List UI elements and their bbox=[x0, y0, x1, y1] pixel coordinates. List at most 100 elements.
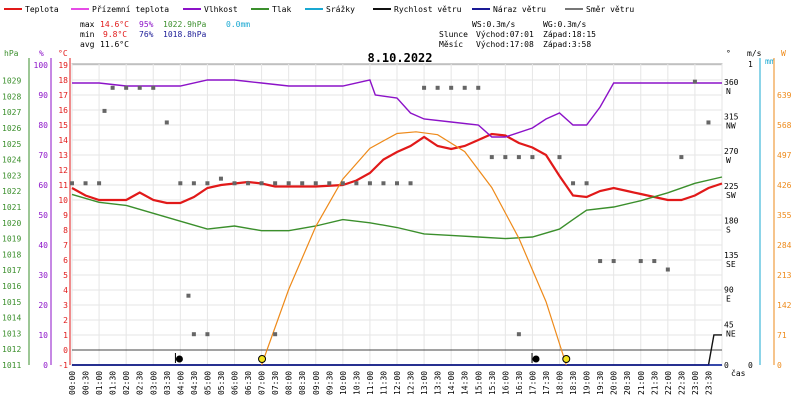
moon-rise: Východ:17:08 bbox=[476, 40, 534, 49]
wind-direction-point bbox=[679, 155, 684, 160]
sun-marker-icon bbox=[562, 355, 571, 363]
wind-direction-point bbox=[205, 332, 210, 337]
hpa-tick-label: 1027 bbox=[2, 108, 21, 117]
stat-min-humidity: 76% bbox=[139, 30, 154, 39]
legend-label: Směr větru bbox=[586, 5, 634, 14]
marks bbox=[70, 79, 723, 366]
time-tick-label: 22:00 bbox=[664, 371, 673, 395]
c-tick-label: 17 bbox=[58, 91, 68, 100]
wind-direction-point bbox=[503, 155, 508, 160]
dir-tick-degree: 135 bbox=[724, 251, 739, 260]
time-tick-label: 02:00 bbox=[122, 371, 131, 395]
wind-direction-point bbox=[83, 181, 88, 186]
time-tick-label: 20:30 bbox=[623, 371, 632, 395]
c-tick-label: 9 bbox=[63, 211, 68, 220]
wind-direction-point bbox=[151, 85, 156, 90]
stat-max-rain: 0.0mm bbox=[226, 20, 250, 29]
wind-direction-point bbox=[422, 85, 427, 90]
c-tick-label: 6 bbox=[63, 256, 68, 265]
legend-label: Tlak bbox=[272, 5, 291, 14]
legend: Teplota Přízemní teplota Vlhkost Tlak Sr… bbox=[4, 5, 634, 14]
dir-tick-degree: 90 bbox=[724, 286, 734, 295]
c-tick-label: 8 bbox=[63, 226, 68, 235]
wind-direction-point bbox=[571, 181, 576, 186]
hpa-tick-label: 1019 bbox=[2, 235, 21, 244]
wind-direction-point bbox=[102, 108, 107, 113]
dir-tick-degree: 315 bbox=[724, 112, 739, 121]
c-tick-label: 0 bbox=[63, 346, 68, 355]
wind-direction-point bbox=[611, 259, 616, 264]
c-tick-label: 1 bbox=[63, 331, 68, 340]
c-tick-label: 11 bbox=[58, 181, 68, 190]
dir-tick-degree: 45 bbox=[724, 320, 734, 329]
w-tick-label: 0 bbox=[777, 361, 782, 370]
dir-tick-compass: W bbox=[726, 156, 731, 165]
wind-direction-point bbox=[354, 181, 359, 186]
time-tick-label: 05:00 bbox=[203, 371, 212, 395]
time-tick-label: 12:00 bbox=[393, 371, 402, 395]
wind-direction-point bbox=[652, 259, 657, 264]
wind-direction-point bbox=[435, 85, 440, 90]
sun-marker-icon bbox=[258, 355, 267, 363]
pct-tick-label: 50 bbox=[38, 211, 48, 220]
moon-marker-icon bbox=[532, 355, 540, 363]
legend-item-vlhkost: Vlhkost bbox=[183, 5, 238, 14]
pct-tick-label: 80 bbox=[38, 121, 48, 130]
wind-direction-point bbox=[584, 181, 589, 186]
legend-label: Přízemní teplota bbox=[92, 5, 169, 14]
wind-direction-point bbox=[124, 85, 129, 90]
wind-direction-point bbox=[516, 155, 521, 160]
w-tick-label: 639 bbox=[777, 91, 792, 100]
time-tick-label: 00:00 bbox=[68, 371, 77, 395]
dir-tick-compass: SE bbox=[726, 260, 736, 269]
hpa-tick-label: 1016 bbox=[2, 282, 21, 291]
time-tick-label: 07:00 bbox=[258, 371, 267, 395]
wind-direction-point bbox=[327, 181, 332, 186]
pct-tick-label: 40 bbox=[38, 241, 48, 250]
time-tick-label: 16:00 bbox=[501, 371, 510, 395]
wind-direction-point bbox=[70, 181, 74, 186]
hpa-tick-label: 1021 bbox=[2, 203, 21, 212]
hpa-tick-label: 1026 bbox=[2, 124, 21, 133]
time-tick-label: 00:30 bbox=[82, 371, 91, 395]
stat-min-temp: 9.8°C bbox=[103, 30, 127, 39]
stat-max-label: max bbox=[80, 20, 95, 29]
time-tick-label: 13:00 bbox=[420, 371, 429, 395]
w-tick-label: 355 bbox=[777, 211, 792, 220]
pct-tick-label: 60 bbox=[38, 181, 48, 190]
time-tick-label: 13:30 bbox=[434, 371, 443, 395]
mm-unit: mm bbox=[765, 57, 775, 66]
hpa-unit: hPa bbox=[4, 49, 19, 58]
c-unit: °C bbox=[58, 49, 68, 58]
legend-item-srazky: Srážky bbox=[305, 5, 355, 14]
stat-avg-label: avg bbox=[80, 40, 95, 49]
time-tick-label: 21:00 bbox=[637, 371, 646, 395]
wind-direction-point bbox=[186, 293, 191, 298]
chart-title: 8.10.2022 bbox=[367, 51, 432, 65]
wind-direction-point bbox=[164, 120, 169, 125]
time-tick-label: 15:30 bbox=[488, 371, 497, 395]
wind-direction-point bbox=[273, 181, 278, 186]
wind-direction-point bbox=[232, 181, 237, 186]
legend-label: Vlhkost bbox=[204, 5, 238, 14]
ms-tick-label: 0 bbox=[748, 361, 753, 370]
hpa-tick-label: 1022 bbox=[2, 187, 21, 196]
stat-min-pressure: 1018.8hPa bbox=[163, 30, 207, 39]
stat-avg-temp: 11.6°C bbox=[100, 40, 129, 49]
time-tick-label: 21:30 bbox=[650, 371, 659, 395]
time-tick-label: 09:30 bbox=[325, 371, 334, 395]
time-tick-label: 12:30 bbox=[407, 371, 416, 395]
w-tick-label: 142 bbox=[777, 301, 792, 310]
legend-label: Náraz větru bbox=[493, 5, 546, 14]
ms-tick-label: 1 bbox=[748, 60, 753, 69]
wind-direction-point bbox=[530, 155, 535, 160]
time-tick-label: 10:00 bbox=[339, 371, 348, 395]
wind-direction-point bbox=[706, 120, 711, 125]
c-tick-label: 10 bbox=[58, 196, 68, 205]
pct-tick-label: 70 bbox=[38, 151, 48, 160]
moon-set: Západ:3:58 bbox=[543, 40, 591, 49]
time-tick-label: 18:00 bbox=[556, 371, 565, 395]
wind-direction-point bbox=[191, 332, 196, 337]
hpa-tick-label: 1024 bbox=[2, 156, 21, 165]
w-unit: W bbox=[781, 49, 786, 58]
